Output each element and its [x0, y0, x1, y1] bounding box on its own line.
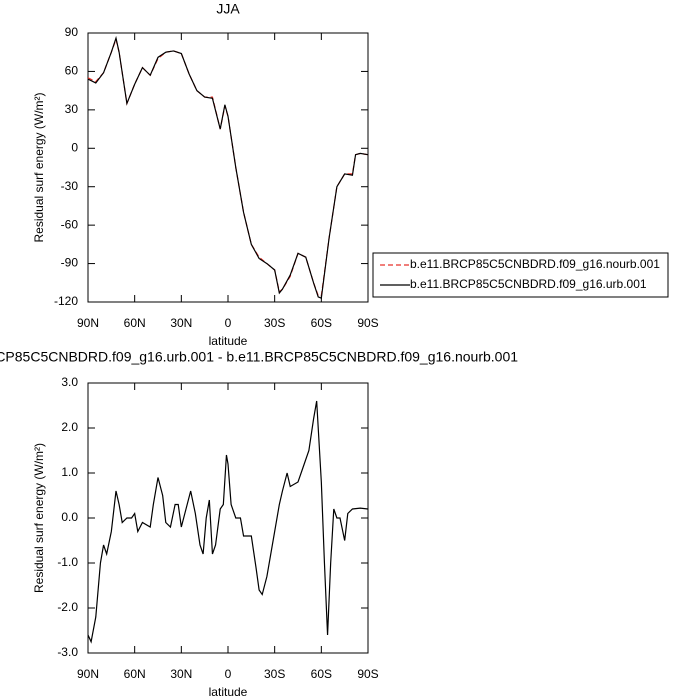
x-tick-label: 90S	[357, 316, 378, 330]
y-tick-label: 60	[65, 64, 79, 78]
x-tick-label: 60N	[124, 316, 146, 330]
chart-title: JJA	[216, 1, 240, 17]
data-line	[87, 35, 369, 300]
y-tick-label: -120	[54, 294, 78, 308]
legend-label: b.e11.BRCP85C5CNBDRD.f09_g16.nourb.001	[410, 257, 660, 271]
x-tick-label: 90N	[77, 316, 99, 330]
x-tick-label: 0	[225, 667, 232, 681]
x-tick-label: 30S	[264, 316, 285, 330]
y-tick-label: 3.0	[61, 375, 78, 389]
chart-title: b.e11.BRCP85C5CNBDRD.f09_g16.urb.001 - b…	[0, 349, 518, 365]
y-tick-label: 0.0	[61, 510, 78, 524]
y-tick-label: 90	[65, 25, 79, 39]
x-tick-label: 30N	[170, 667, 192, 681]
x-tick-label: 30N	[170, 316, 192, 330]
x-tick-label: 60S	[311, 316, 332, 330]
x-axis-label: latitude	[209, 685, 248, 699]
legend-label: b.e11.BRCP85C5CNBDRD.f09_g16.urb.001	[410, 277, 647, 291]
y-tick-label: -60	[61, 217, 79, 231]
x-axis-label: latitude	[209, 334, 248, 348]
x-tick-label: 90S	[357, 667, 378, 681]
y-tick-label: -3.0	[57, 645, 78, 659]
y-tick-label: 30	[65, 102, 79, 116]
y-tick-label: 2.0	[61, 420, 78, 434]
y-tick-label: 0	[71, 140, 78, 154]
y-tick-label: 1.0	[61, 465, 78, 479]
x-tick-label: 60N	[124, 667, 146, 681]
y-tick-label: -90	[61, 256, 79, 270]
y-axis-label: Residual surf energy (W/m²)	[32, 443, 46, 593]
data-line	[87, 37, 369, 297]
x-tick-label: 60S	[311, 667, 332, 681]
y-tick-label: -2.0	[57, 600, 78, 614]
legend-box	[372, 252, 669, 298]
y-tick-label: -1.0	[57, 555, 78, 569]
y-axis-label: Residual surf energy (W/m²)	[32, 92, 46, 242]
x-tick-label: 30S	[264, 667, 285, 681]
y-tick-label: -30	[61, 179, 79, 193]
x-tick-label: 90N	[77, 667, 99, 681]
data-line	[87, 400, 369, 644]
x-tick-label: 0	[225, 316, 232, 330]
